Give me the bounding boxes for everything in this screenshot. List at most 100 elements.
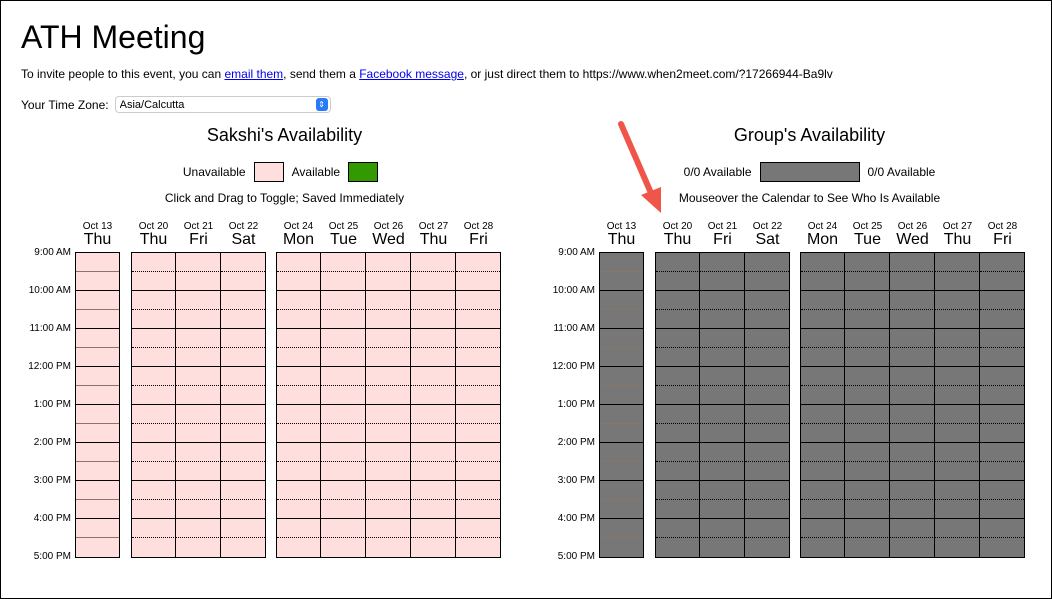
time-slot[interactable] bbox=[600, 272, 643, 291]
time-slot[interactable] bbox=[132, 462, 176, 481]
time-slot[interactable] bbox=[935, 291, 980, 310]
time-slot[interactable] bbox=[890, 462, 935, 481]
time-slot[interactable] bbox=[745, 253, 789, 272]
time-slot[interactable] bbox=[656, 310, 700, 329]
time-slot[interactable] bbox=[935, 405, 980, 424]
time-slot[interactable] bbox=[801, 462, 845, 481]
time-slot[interactable] bbox=[745, 443, 789, 462]
time-slot[interactable] bbox=[366, 329, 411, 348]
email-link[interactable]: email them bbox=[224, 67, 284, 81]
time-slot[interactable] bbox=[366, 424, 411, 443]
time-slot[interactable] bbox=[745, 500, 789, 519]
time-slot[interactable] bbox=[456, 443, 500, 462]
time-slot[interactable] bbox=[221, 386, 265, 405]
time-slot[interactable] bbox=[366, 405, 411, 424]
time-slot[interactable] bbox=[321, 424, 366, 443]
time-slot[interactable] bbox=[845, 424, 890, 443]
time-slot[interactable] bbox=[600, 519, 643, 538]
time-slot[interactable] bbox=[411, 291, 456, 310]
time-slot[interactable] bbox=[76, 272, 119, 291]
time-slot[interactable] bbox=[700, 500, 745, 519]
time-slot[interactable] bbox=[321, 443, 366, 462]
time-slot[interactable] bbox=[656, 538, 700, 557]
time-slot[interactable] bbox=[76, 500, 119, 519]
time-slot[interactable] bbox=[745, 424, 789, 443]
time-slot[interactable] bbox=[132, 481, 176, 500]
time-slot[interactable] bbox=[456, 272, 500, 291]
time-slot[interactable] bbox=[321, 462, 366, 481]
time-slot[interactable] bbox=[321, 348, 366, 367]
time-slot[interactable] bbox=[321, 310, 366, 329]
time-slot[interactable] bbox=[456, 253, 500, 272]
time-slot[interactable] bbox=[656, 386, 700, 405]
time-slot[interactable] bbox=[600, 500, 643, 519]
time-slot[interactable] bbox=[935, 386, 980, 405]
time-slot[interactable] bbox=[221, 253, 265, 272]
time-slot[interactable] bbox=[221, 538, 265, 557]
time-slot[interactable] bbox=[176, 481, 221, 500]
time-slot[interactable] bbox=[980, 310, 1024, 329]
time-slot[interactable] bbox=[132, 348, 176, 367]
time-slot[interactable] bbox=[980, 253, 1024, 272]
time-slot[interactable] bbox=[801, 253, 845, 272]
time-slot[interactable] bbox=[411, 405, 456, 424]
time-slot[interactable] bbox=[700, 405, 745, 424]
time-slot[interactable] bbox=[935, 348, 980, 367]
time-slot[interactable] bbox=[700, 367, 745, 386]
time-slot[interactable] bbox=[980, 443, 1024, 462]
time-slot[interactable] bbox=[277, 386, 321, 405]
time-slot[interactable] bbox=[176, 462, 221, 481]
time-slot[interactable] bbox=[176, 291, 221, 310]
time-slot[interactable] bbox=[890, 538, 935, 557]
time-slot[interactable] bbox=[935, 500, 980, 519]
time-slot[interactable] bbox=[600, 424, 643, 443]
time-slot[interactable] bbox=[890, 386, 935, 405]
time-slot[interactable] bbox=[411, 538, 456, 557]
time-slot[interactable] bbox=[890, 481, 935, 500]
time-slot[interactable] bbox=[321, 329, 366, 348]
time-slot[interactable] bbox=[76, 291, 119, 310]
time-slot[interactable] bbox=[277, 519, 321, 538]
time-slot[interactable] bbox=[845, 329, 890, 348]
time-slot[interactable] bbox=[656, 272, 700, 291]
slot-column[interactable] bbox=[366, 252, 411, 558]
time-slot[interactable] bbox=[176, 500, 221, 519]
time-slot[interactable] bbox=[745, 367, 789, 386]
time-slot[interactable] bbox=[277, 424, 321, 443]
time-slot[interactable] bbox=[321, 367, 366, 386]
time-slot[interactable] bbox=[132, 405, 176, 424]
time-slot[interactable] bbox=[980, 272, 1024, 291]
time-slot[interactable] bbox=[411, 481, 456, 500]
time-slot[interactable] bbox=[801, 519, 845, 538]
time-slot[interactable] bbox=[745, 291, 789, 310]
time-slot[interactable] bbox=[277, 348, 321, 367]
time-slot[interactable] bbox=[935, 462, 980, 481]
time-slot[interactable] bbox=[745, 519, 789, 538]
time-slot[interactable] bbox=[277, 367, 321, 386]
time-slot[interactable] bbox=[366, 443, 411, 462]
slot-column[interactable] bbox=[176, 252, 221, 558]
time-slot[interactable] bbox=[600, 329, 643, 348]
time-slot[interactable] bbox=[890, 329, 935, 348]
time-slot[interactable] bbox=[132, 538, 176, 557]
time-slot[interactable] bbox=[845, 367, 890, 386]
time-slot[interactable] bbox=[411, 329, 456, 348]
time-slot[interactable] bbox=[700, 348, 745, 367]
time-slot[interactable] bbox=[980, 519, 1024, 538]
time-slot[interactable] bbox=[176, 253, 221, 272]
time-slot[interactable] bbox=[221, 367, 265, 386]
time-slot[interactable] bbox=[700, 443, 745, 462]
time-slot[interactable] bbox=[656, 405, 700, 424]
time-slot[interactable] bbox=[321, 291, 366, 310]
time-slot[interactable] bbox=[176, 272, 221, 291]
time-slot[interactable] bbox=[600, 253, 643, 272]
time-slot[interactable] bbox=[176, 329, 221, 348]
time-slot[interactable] bbox=[221, 519, 265, 538]
time-slot[interactable] bbox=[366, 500, 411, 519]
time-slot[interactable] bbox=[411, 519, 456, 538]
slot-column[interactable] bbox=[599, 252, 644, 558]
time-slot[interactable] bbox=[801, 405, 845, 424]
time-slot[interactable] bbox=[801, 424, 845, 443]
time-slot[interactable] bbox=[935, 538, 980, 557]
time-slot[interactable] bbox=[801, 310, 845, 329]
